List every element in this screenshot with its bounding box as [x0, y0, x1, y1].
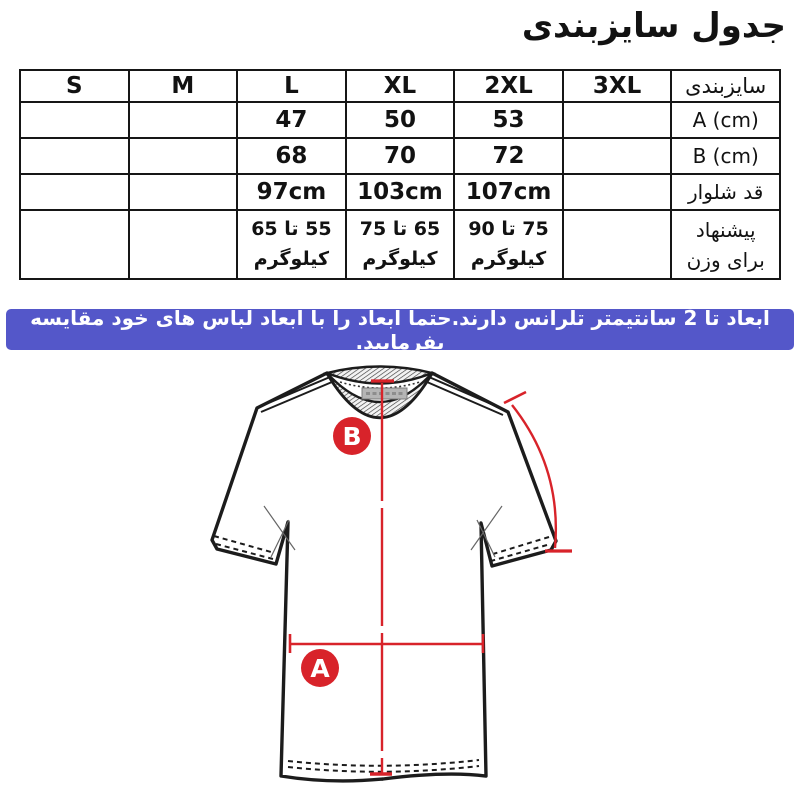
size-cell: 97cm: [236, 173, 347, 211]
size-cell: 103cm: [344, 173, 456, 211]
size-cell: [561, 209, 673, 280]
marker-b-label: B: [342, 422, 361, 451]
size-cell: 70: [344, 137, 456, 175]
size-cell: 72: [453, 137, 564, 175]
size-cell: 55 تا 65 کیلوگرم: [236, 209, 347, 280]
header-cell-3xl: 3XL: [561, 69, 673, 103]
row-label-b: B (cm): [670, 137, 781, 175]
header-cell-2xl: 2XL: [453, 69, 564, 103]
marker-b-circle: [333, 417, 371, 455]
row-label-weight-suggestion: پیشنهاد برای وزن: [670, 209, 781, 280]
size-cell: 47: [236, 101, 347, 139]
page-title: جدول سایزبندی: [521, 6, 786, 46]
size-cell: [561, 101, 673, 139]
row-label-pant-length: قد شلوار: [670, 173, 781, 211]
size-cell: [19, 209, 130, 280]
size-cell: 53: [453, 101, 564, 139]
size-cell: [127, 137, 239, 175]
sleeve-measure-curve: [511, 404, 558, 549]
size-cell: [19, 173, 130, 211]
size-cell: 65 تا 75 کیلوگرم: [344, 209, 456, 280]
right-shoulder-seam: [426, 376, 506, 416]
size-cell: [127, 101, 239, 139]
neck-tag: [361, 387, 408, 400]
marker-a-circle: [301, 649, 339, 687]
tolerance-notice-text: ابعاد تا 2 سانتیمتر تلرانس دارند.حتما اب…: [30, 305, 770, 354]
table-row-weight-suggestion: 55 تا 65 کیلوگرم 65 تا 75 کیلوگرم 75 تا …: [19, 209, 781, 280]
left-armpit-seam: [263, 505, 296, 558]
header-cell-m: M: [127, 69, 239, 103]
header-cell-l: L: [236, 69, 347, 103]
size-cell: [561, 137, 673, 175]
header-cell-xl: XL: [344, 69, 456, 103]
left-shoulder-seam: [258, 376, 333, 413]
size-cell: 75 تا 90 کیلوگرم: [453, 209, 564, 280]
tolerance-notice-banner: ابعاد تا 2 سانتیمتر تلرانس دارند.حتما اب…: [6, 306, 794, 354]
right-armpit-seam: [470, 505, 503, 558]
size-cell: [127, 173, 239, 211]
sleeve-measure-tick-top: [503, 390, 527, 405]
marker-a-label: A: [310, 654, 330, 683]
size-table: S M L XL 2XL 3XL سایزبندی 47 50 53 A (cm…: [19, 69, 781, 280]
table-row-b: 68 70 72 B (cm): [19, 137, 781, 175]
size-cell: 107cm: [453, 173, 564, 211]
table-row-pant-length: 97cm 103cm 107cm قد شلوار: [19, 173, 781, 211]
size-cell: [19, 137, 130, 175]
left-sleeve-stitch: [213, 535, 274, 560]
tshirt-outline: [210, 371, 558, 783]
header-cell-sizing-label: سایزبندی: [670, 69, 781, 103]
size-cell: 68: [236, 137, 347, 175]
size-cell: [561, 173, 673, 211]
right-sleeve-stitch: [490, 536, 550, 562]
size-cell: 50: [344, 101, 456, 139]
size-cell: [19, 101, 130, 139]
size-cell: [127, 209, 239, 280]
table-header-row: S M L XL 2XL 3XL سایزبندی: [19, 69, 781, 103]
tshirt-diagram: B A: [0, 350, 800, 800]
table-row-a: 47 50 53 A (cm): [19, 101, 781, 139]
header-cell-s: S: [19, 69, 130, 103]
bottom-hem-stitch: [287, 759, 480, 773]
row-label-a: A (cm): [670, 101, 781, 139]
